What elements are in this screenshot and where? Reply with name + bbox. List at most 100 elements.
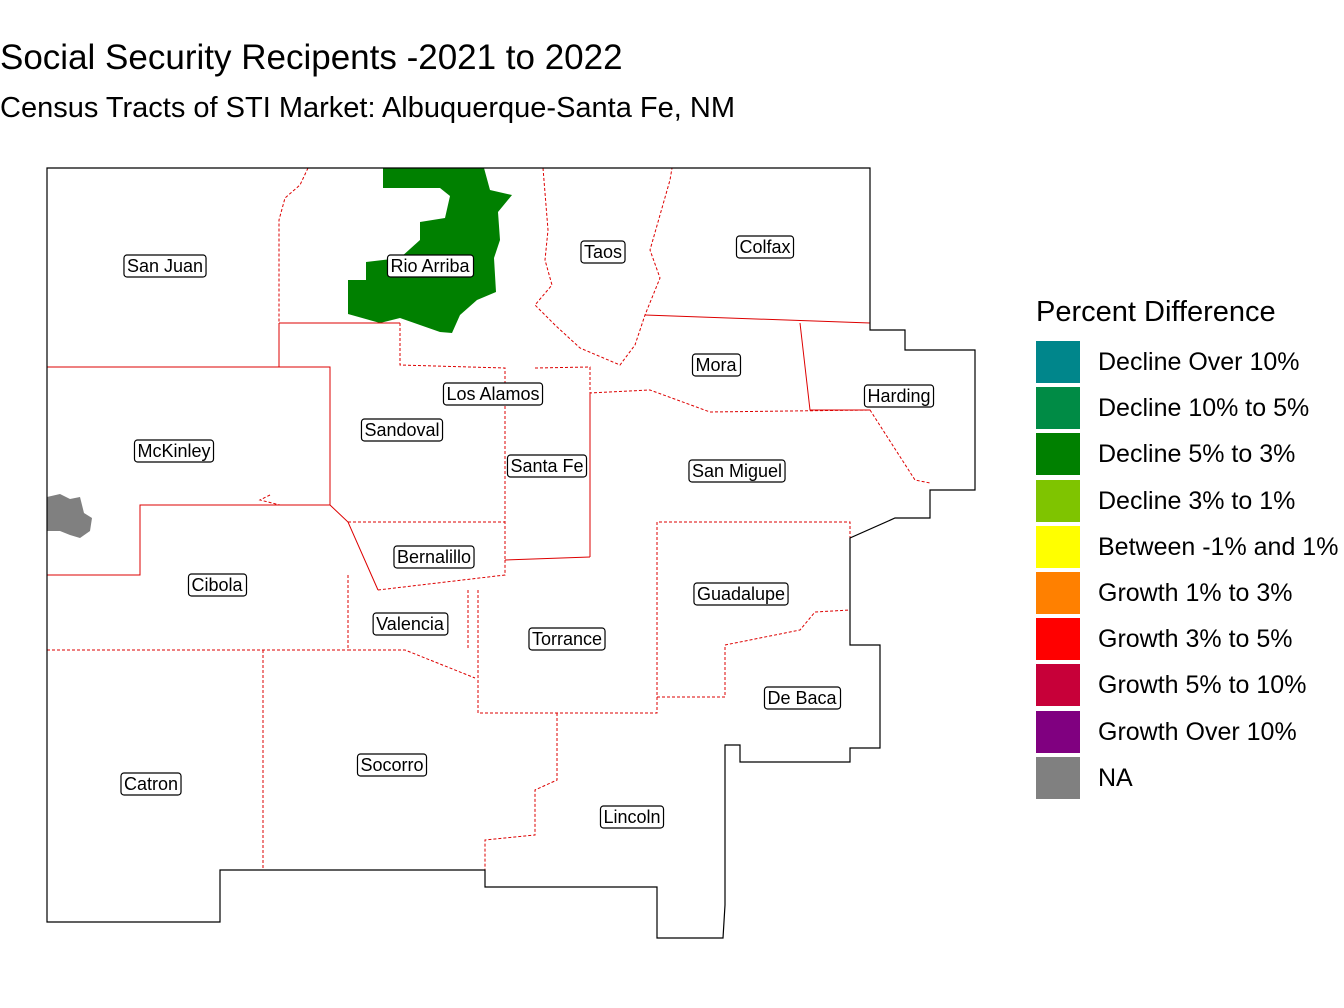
county-label: De Baca bbox=[763, 686, 842, 710]
county-label-text: Guadalupe bbox=[697, 584, 785, 604]
legend-label: Decline 10% to 5% bbox=[1098, 394, 1310, 423]
county-label: Torrance bbox=[528, 627, 606, 651]
legend-label: Growth 1% to 3% bbox=[1098, 578, 1293, 607]
county-label-text: Cibola bbox=[191, 575, 243, 595]
county-label-box bbox=[393, 545, 475, 569]
county-boundaries-dashed bbox=[47, 167, 931, 887]
county-label: Catron bbox=[120, 772, 182, 796]
legend-items: Decline Over 10% Decline 10% to 5% Decli… bbox=[1036, 341, 1338, 803]
legend-swatch bbox=[1036, 479, 1080, 522]
legend-item: Growth 3% to 5% bbox=[1036, 618, 1293, 664]
county-label-text: McKinley bbox=[137, 441, 210, 461]
map-subtitle: Census Tracts of STI Market: Albuquerque… bbox=[0, 92, 735, 124]
county-label-text: Sandoval bbox=[364, 420, 439, 440]
county-label-text: Colfax bbox=[739, 237, 790, 257]
county-label: Mora bbox=[691, 353, 742, 377]
county-label-text: Santa Fe bbox=[510, 456, 583, 476]
county-label-text: San Miguel bbox=[692, 461, 782, 481]
legend-swatch bbox=[1036, 664, 1080, 707]
county-label-box bbox=[187, 573, 248, 597]
county-label: Sandoval bbox=[360, 418, 444, 442]
legend-swatch bbox=[1036, 710, 1080, 753]
legend-item: Between -1% and 1% bbox=[1036, 525, 1338, 572]
county-label-text: Mora bbox=[695, 355, 737, 375]
legend-swatch bbox=[1036, 433, 1080, 476]
county-label-text: Los Alamos bbox=[446, 384, 539, 404]
county-label-box bbox=[735, 235, 795, 259]
county-label-box bbox=[863, 384, 935, 408]
legend-swatch bbox=[1036, 387, 1080, 430]
legend-swatch bbox=[1036, 618, 1080, 661]
county-label: San Juan bbox=[123, 254, 207, 278]
county-label-box bbox=[688, 459, 786, 483]
county-label: San Miguel bbox=[688, 459, 786, 483]
county-labels: San Juan Rio Arriba Taos Colfax Mora Harding L… bbox=[120, 235, 935, 829]
county-label-text: Catron bbox=[124, 774, 178, 794]
legend-item: Growth 1% to 3% bbox=[1036, 571, 1293, 618]
county-label-box bbox=[691, 353, 742, 377]
legend-item: Decline 5% to 3% bbox=[1036, 433, 1295, 479]
legend-label: NA bbox=[1098, 763, 1133, 792]
county-label-box bbox=[528, 627, 606, 651]
county-label-text: Bernalillo bbox=[397, 547, 471, 567]
county-label-text: Harding bbox=[867, 386, 930, 406]
county-label-box bbox=[693, 582, 789, 606]
county-label: Valencia bbox=[372, 612, 449, 636]
county-label: Bernalillo bbox=[393, 545, 475, 569]
county-label-box bbox=[580, 240, 626, 264]
legend-label: Decline 3% to 1% bbox=[1098, 486, 1296, 515]
legend-title: Percent Difference bbox=[1036, 296, 1276, 328]
county-label-box bbox=[360, 418, 444, 442]
legend-label: Decline Over 10% bbox=[1098, 348, 1300, 376]
county-label-text: Valencia bbox=[376, 614, 445, 634]
legend-label: Growth 3% to 5% bbox=[1098, 625, 1293, 654]
county-label-box bbox=[356, 753, 428, 777]
legend-swatch bbox=[1036, 571, 1080, 614]
county-label-text: Lincoln bbox=[603, 807, 660, 827]
county-label-text: San Juan bbox=[127, 256, 203, 276]
county-label: Cibola bbox=[187, 573, 248, 597]
county-label: Lincoln bbox=[599, 805, 665, 829]
county-label: Socorro bbox=[356, 753, 428, 777]
county-map: San Juan Rio Arriba Taos Colfax Mora Harding L… bbox=[46, 167, 976, 939]
legend-label: Between -1% and 1% bbox=[1098, 532, 1339, 561]
county-label: Colfax bbox=[735, 235, 795, 259]
legend-swatch bbox=[1036, 756, 1080, 799]
legend-label: Growth 5% to 10% bbox=[1098, 671, 1307, 700]
legend-item: Decline Over 10% bbox=[1036, 341, 1299, 387]
county-label: Taos bbox=[580, 240, 626, 264]
shaded-tract-rio-arriba bbox=[348, 168, 512, 333]
county-label-text: Socorro bbox=[360, 755, 423, 775]
legend-item: Growth Over 10% bbox=[1036, 710, 1297, 757]
county-label-box bbox=[386, 254, 475, 278]
county-label-text: Torrance bbox=[532, 629, 602, 649]
county-label: McKinley bbox=[133, 439, 215, 463]
county-label: Los Alamos bbox=[442, 382, 544, 406]
county-label-box bbox=[123, 254, 207, 278]
legend-item: Decline 10% to 5% bbox=[1036, 387, 1309, 433]
legend-swatch bbox=[1036, 341, 1080, 383]
county-label-text: Taos bbox=[584, 242, 622, 262]
county-label-box bbox=[120, 772, 182, 796]
county-label-box bbox=[372, 612, 449, 636]
legend-label: Decline 5% to 3% bbox=[1098, 440, 1296, 469]
market-boundary bbox=[46, 167, 976, 939]
county-label-text: Rio Arriba bbox=[390, 256, 470, 276]
map-title: Social Security Recipents -2021 to 2022 bbox=[0, 38, 623, 77]
county-label-text: De Baca bbox=[767, 688, 837, 708]
shaded-tract-mckinley-na bbox=[47, 494, 92, 538]
county-label-box bbox=[506, 454, 588, 478]
county-label-box bbox=[599, 805, 665, 829]
county-label-box bbox=[133, 439, 215, 463]
legend-item: NA bbox=[1036, 756, 1276, 803]
county-label: Harding bbox=[863, 384, 935, 408]
county-label-box bbox=[442, 382, 544, 406]
legend: Percent Difference Decline Over 10% Decl… bbox=[1036, 296, 1338, 803]
legend-label: Growth Over 10% bbox=[1098, 717, 1297, 746]
legend-item: Growth 5% to 10% bbox=[1036, 664, 1306, 710]
legend-swatch bbox=[1036, 525, 1080, 568]
county-label-box bbox=[763, 686, 842, 710]
county-label: Guadalupe bbox=[693, 582, 789, 606]
county-label: Santa Fe bbox=[506, 454, 588, 478]
county-label: Rio Arriba bbox=[386, 254, 475, 278]
